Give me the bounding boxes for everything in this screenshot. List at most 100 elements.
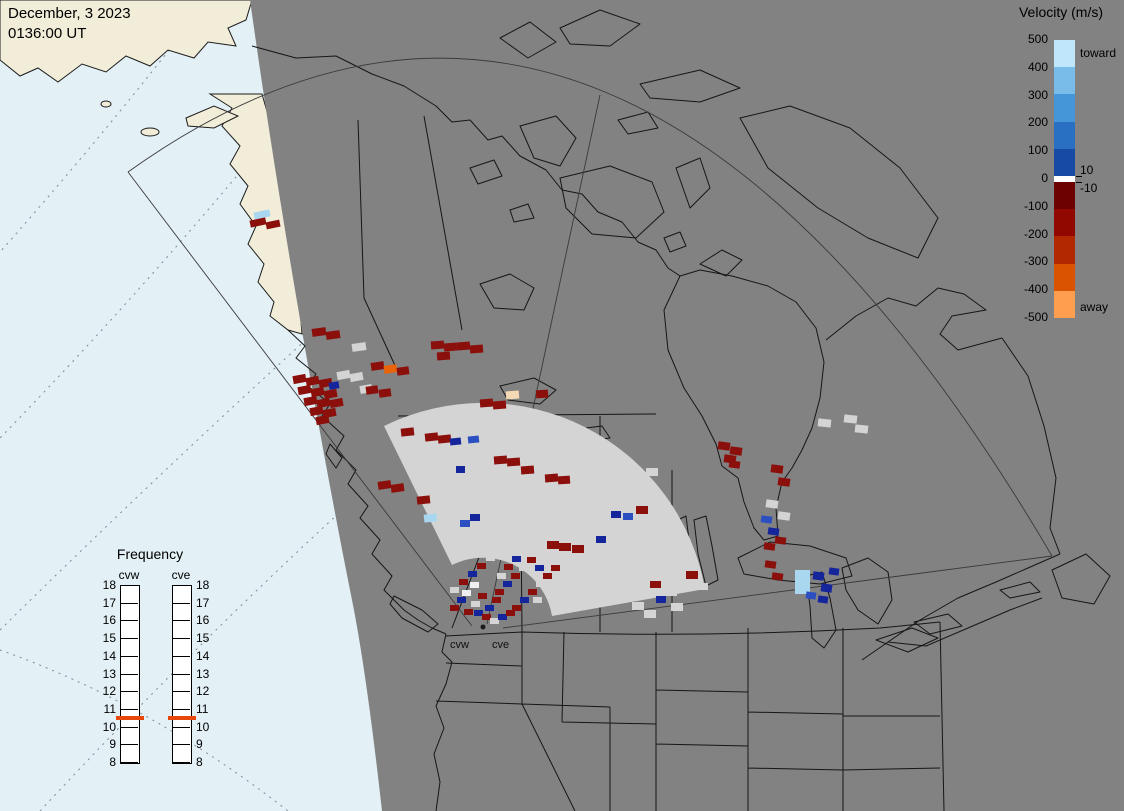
velocity-cell: [474, 610, 483, 616]
island: [100, 100, 112, 108]
velocity-cell: [378, 388, 392, 398]
velocity-cell: [311, 327, 327, 337]
velocity-colorbar-segment: [1054, 290, 1075, 318]
frequency-tick-label: 8: [109, 755, 116, 769]
velocity-cell: [535, 565, 544, 571]
velocity-colorbar-segment: [1054, 121, 1075, 149]
velocity-cell: [449, 437, 462, 446]
velocity-cell: [763, 542, 776, 551]
velocity-cell: [697, 583, 708, 590]
velocity-cell: [544, 473, 559, 483]
velocity-cell: [843, 414, 858, 424]
velocity-cell: [663, 540, 675, 548]
velocity-cell: [323, 388, 338, 400]
velocity-cell: [430, 340, 445, 350]
frequency-scale-cvw: [120, 585, 140, 764]
velocity-legend-title: Velocity (m/s): [1018, 4, 1103, 20]
velocity-cell: [795, 570, 810, 594]
velocity-cell: [365, 385, 379, 395]
velocity-cell: [437, 434, 452, 444]
velocity-tick-label: -300: [1023, 254, 1048, 269]
velocity-cell: [265, 219, 281, 230]
frequency-tick-line: [120, 585, 138, 586]
baffin-island: [739, 105, 939, 259]
velocity-cell: [249, 217, 267, 228]
velocity-colorbar-segment: [1054, 181, 1075, 210]
velocity-cell: [504, 564, 513, 570]
velocity-cell: [657, 568, 669, 576]
velocity-cell: [464, 609, 473, 615]
velocity-cell: [623, 513, 633, 520]
velocity-tick-label: 200: [1027, 115, 1048, 130]
velocity-cell: [336, 369, 351, 381]
frequency-tick-line: [172, 708, 190, 710]
state-borders: [435, 621, 945, 811]
velocity-cell: [812, 571, 825, 581]
velocity-cell: [503, 581, 512, 587]
radar-fov-lines: [127, 57, 1053, 629]
frequency-tick-label: 18: [102, 578, 116, 592]
frequency-tick-label: 14: [196, 648, 210, 663]
frequency-tick-label: 11: [196, 701, 209, 716]
frequency-scale-cve: [172, 585, 192, 764]
frequency-tick-line: [120, 655, 138, 657]
night-shadow-region: [250, 0, 1124, 811]
velocity-cell: [292, 373, 307, 385]
velocity-cell: [462, 590, 471, 596]
great-bear-lake: [479, 273, 535, 311]
velocity-cell: [377, 480, 392, 490]
velocity-cell: [820, 583, 833, 593]
velocity-cell: [572, 545, 584, 553]
velocity-cell: [316, 397, 331, 409]
velocity-cell: [315, 414, 330, 426]
velocity-cell: [390, 483, 405, 493]
velocity-cell: [400, 427, 415, 437]
toward-label: toward: [1080, 46, 1117, 60]
frequency-tick-line: [172, 638, 190, 640]
velocity-cell: [771, 572, 784, 581]
ungava-coast: [825, 287, 1003, 351]
frequency-tick-label: 10: [102, 719, 116, 734]
velocity-tick-label: 300: [1027, 87, 1048, 102]
frequency-tick-line: [120, 744, 138, 746]
velocity-cell: [383, 364, 398, 374]
frequency-tick-line: [120, 620, 138, 622]
velocity-cell: [470, 582, 479, 588]
velocity-cell: [817, 418, 832, 428]
radar-site-marker: [480, 624, 486, 630]
velocity-cell: [777, 477, 791, 487]
time-label: 0136:00 UT: [8, 24, 87, 42]
frequency-tick-line: [172, 726, 190, 728]
frequency-tick-line: [172, 620, 190, 622]
velocity-cell: [665, 588, 677, 596]
velocity-cell: [728, 460, 741, 469]
velocity-tick-label: 0: [1041, 171, 1048, 185]
velocity-cell: [527, 557, 536, 563]
velocity-cell: [329, 397, 344, 409]
velocity-cell: [671, 603, 683, 611]
frequency-tick-label: 17: [196, 595, 210, 610]
velocity-cell: [774, 536, 787, 545]
velocity-cell: [253, 209, 271, 220]
velocity-cell: [450, 587, 459, 593]
frequency-tick-label: 11: [103, 701, 116, 716]
boothia-peninsula: [675, 157, 711, 209]
ellesmere-island: [559, 9, 641, 47]
frequency-tick-label: 9: [109, 737, 116, 752]
radar-label-cve: cve: [492, 639, 509, 651]
velocity-colorbar-segment: [1054, 40, 1075, 68]
velocity-cell: [650, 581, 661, 588]
velocity-cell: [729, 446, 743, 456]
frequency-radar-label-cvw: cvw: [118, 568, 140, 582]
velocity-cell: [543, 573, 552, 579]
lake-erie: [875, 627, 939, 653]
frequency-tick-line: [172, 673, 190, 675]
velocity-cell: [764, 560, 777, 569]
frequency-tick-line: [120, 673, 138, 675]
frequency-marker-cve: [168, 715, 196, 720]
frequency-tick-label: 10: [196, 719, 210, 734]
frequency-radar-label-cve: cve: [171, 568, 191, 582]
velocity-cell: [686, 571, 698, 579]
velocity-cell: [596, 565, 608, 573]
